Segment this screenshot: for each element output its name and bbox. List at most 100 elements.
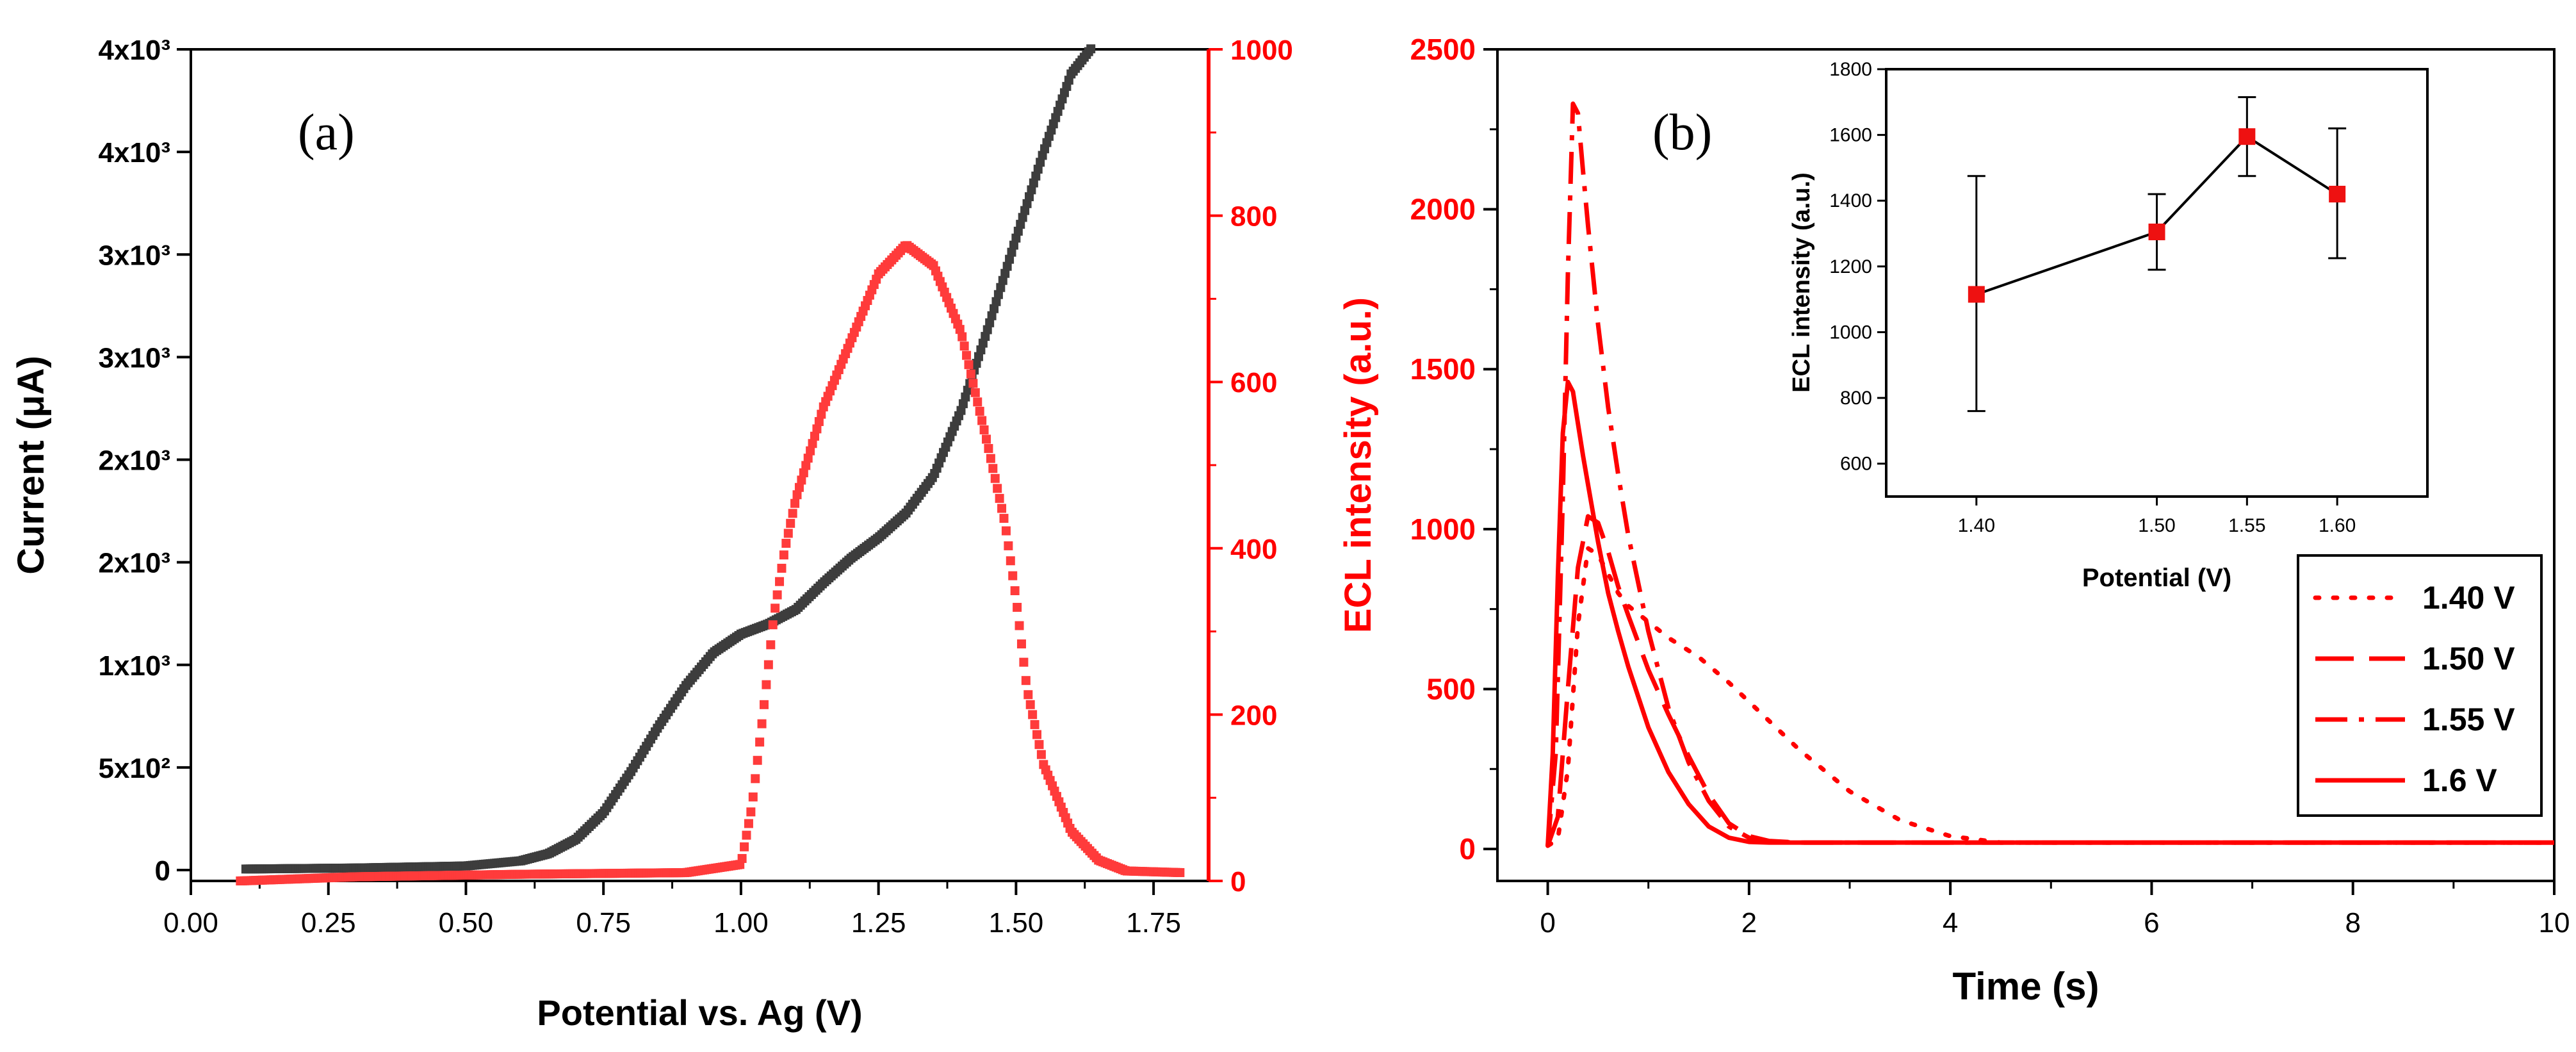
inset-ytick-label: 1800 <box>1829 59 1872 80</box>
inset-series-line <box>1976 135 2338 296</box>
panel-a-data-point <box>746 807 756 817</box>
panel-a-x-axis-label: Potential vs. Ag (V) <box>537 992 862 1033</box>
panel-a-data-point <box>1029 178 1038 188</box>
panel-a-data-point <box>1086 44 1096 54</box>
panel-a-data-point <box>808 439 817 448</box>
panel-a-data-point <box>1020 206 1030 215</box>
panel-a-data-point <box>777 563 787 573</box>
panel-a-data-point <box>981 434 991 444</box>
panel-a-xtick-label: 0.00 <box>163 907 218 939</box>
panel-a-data-point <box>799 468 808 477</box>
inset-ytick-label: 1000 <box>1829 322 1872 343</box>
panel-a-data-point <box>742 830 751 840</box>
panel-a-data-point <box>979 425 989 434</box>
panel-a-data-point <box>1019 657 1029 667</box>
panel-a-data-point <box>768 620 778 630</box>
inset-data-point <box>2329 185 2346 202</box>
panel-a-ytick-label: 2x10³ <box>98 548 170 579</box>
panel-b-xtick-label: 4 <box>1943 907 1958 939</box>
panel-b-xtick-label: 8 <box>2345 907 2360 939</box>
panel-a-data-point <box>1004 541 1013 550</box>
panel-a-label: (a) <box>298 104 355 161</box>
inset-ytick-label: 1200 <box>1829 256 1872 277</box>
inset-ytick-label: 800 <box>1840 388 1872 409</box>
panel-b-legend-label: 1.55 V <box>2422 702 2515 737</box>
panel-a-ytick-label: 4x10³ <box>98 137 170 168</box>
panel-b-ytick-label: 2000 <box>1410 193 1476 226</box>
panel-a-data-point <box>973 397 982 407</box>
panel-b-xtick-label: 6 <box>2144 907 2159 939</box>
panel-a-data-point <box>1000 268 1010 278</box>
panel-a-data-point <box>998 275 1007 285</box>
panel-a-data-point <box>775 577 785 586</box>
panel-a-series-current <box>241 44 1096 874</box>
panel-b-ytick-label: 1000 <box>1410 513 1476 546</box>
panel-a-data-point <box>1015 621 1024 630</box>
panel-a-data-point <box>1010 586 1020 595</box>
panel-a-y-right-axis-label: ECL intensity (a.u.) <box>1337 297 1379 633</box>
panel-a-data-point <box>972 359 981 368</box>
panel-a-data-point <box>955 325 965 334</box>
panel-a-data-point <box>962 350 972 360</box>
panel-a-data-point <box>1027 185 1036 195</box>
panel-a-data-point <box>786 518 795 528</box>
panel-a-ytick-right-label: 0 <box>1230 866 1246 898</box>
panel-a-xtick-label: 1.50 <box>989 907 1044 939</box>
panel-a-data-point <box>1018 213 1027 222</box>
panel-a-data-point <box>1175 867 1185 877</box>
panel-a-data-point <box>766 640 776 650</box>
panel-a-data-point <box>997 504 1007 513</box>
panel-a-data-point <box>1016 639 1026 649</box>
panel-a-data-point <box>1036 750 1046 759</box>
panel-a-data-point <box>803 454 813 463</box>
panel-b-xtick-label: 0 <box>1540 907 1555 939</box>
panel-a-data-point <box>801 461 811 470</box>
panel-a-data-point <box>1021 676 1031 686</box>
panel-a-data-point <box>792 490 802 500</box>
panel-a-data-point <box>1025 700 1035 709</box>
panel-a-data-point <box>744 819 753 828</box>
panel-a-ytick-right-label: 600 <box>1230 367 1277 399</box>
panel-b-inset: 1.40 1.50 1.55 1.60 600 800 1000 1200 1400 1600 18… <box>1788 59 2429 592</box>
panel-a-data-point <box>966 369 975 379</box>
panel-b-legend: 1.40 V 1.50 V 1.55 V 1.6 V <box>2297 554 2543 817</box>
inset-ytick-label: 1600 <box>1829 125 1872 146</box>
panel-a-ytick-label: 1x10³ <box>98 650 170 682</box>
panel-a-data-point <box>996 283 1006 292</box>
panel-b-legend-label: 1.6 V <box>2422 762 2497 798</box>
panel-a-data-point <box>783 529 793 538</box>
panel-a-data-point <box>1007 247 1016 257</box>
panel-a-data-point <box>988 464 998 473</box>
panel-a-data-point <box>978 338 988 348</box>
panel-a-data-point <box>1013 602 1022 612</box>
panel-a-data-point <box>961 392 970 402</box>
panel-a-data-point <box>970 388 980 397</box>
panel-a-data-point <box>1036 158 1045 167</box>
panel-a-ytick-label: 5x10² <box>98 753 170 784</box>
panel-a-ytick-right-label: 1000 <box>1230 35 1293 66</box>
inset-xtick-label: 1.40 <box>1958 515 1995 536</box>
panel-a-data-point <box>1030 719 1039 729</box>
panel-b-ytick-label: 500 <box>1426 672 1476 705</box>
panel-a-ytick-right-label: 200 <box>1230 700 1277 731</box>
panel-a-series-ecl <box>236 241 1185 885</box>
panel-a-data-point <box>755 737 765 747</box>
panel-b-frame <box>1496 48 2556 882</box>
panel-a-data-point <box>810 431 820 441</box>
panel-a-data-point <box>982 325 992 334</box>
panel-a-data-point <box>968 379 978 388</box>
panel-a-data-point <box>1016 220 1025 229</box>
panel-b-ytick-label: 2500 <box>1410 33 1476 66</box>
panel-a-data-point <box>975 406 984 416</box>
panel-b-series-line-3 <box>1545 379 2554 846</box>
panel-a-data-point <box>1008 571 1018 580</box>
panel-a-data-point <box>990 304 999 313</box>
panel-a-data-point <box>984 444 993 454</box>
panel-b-xtick-label: 10 <box>2539 907 2570 939</box>
panel-a-data-point <box>999 514 1009 523</box>
inset-x-axis-label: Potential (V) <box>2082 564 2231 592</box>
panel-a-data-point <box>991 297 1001 306</box>
panel-a-ytick-right-label: 800 <box>1230 201 1277 233</box>
inset-xtick-label: 1.50 <box>2138 515 2175 536</box>
panel-b-series-line-0 <box>1545 546 2557 848</box>
